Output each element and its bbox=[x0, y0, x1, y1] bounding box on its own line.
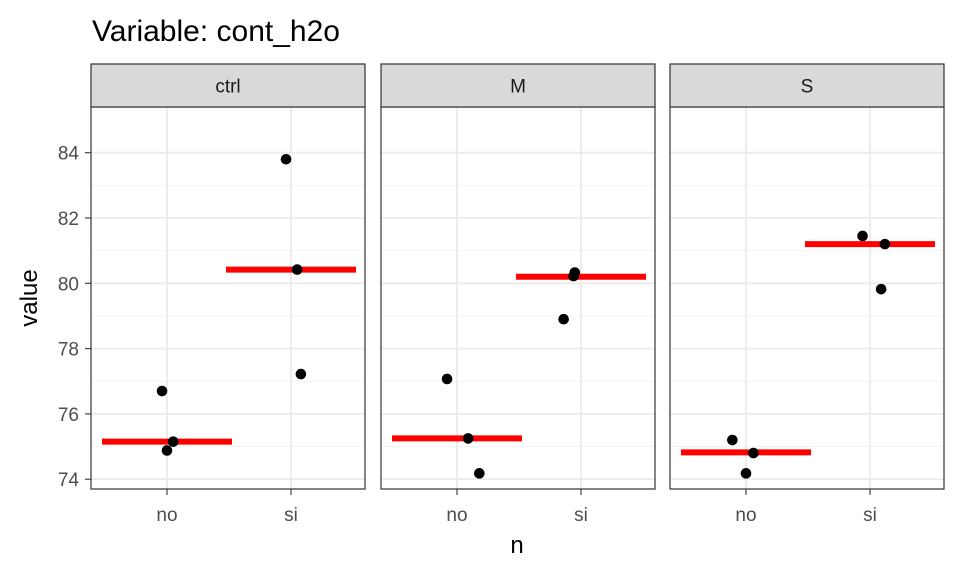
data-point bbox=[156, 385, 168, 397]
x-tick-label: si bbox=[284, 505, 298, 526]
facet-strip bbox=[380, 63, 656, 108]
panel-background bbox=[670, 107, 944, 489]
y-tick-label: 74 bbox=[58, 470, 80, 491]
y-tick-label: 82 bbox=[58, 209, 79, 230]
panel-background bbox=[91, 107, 365, 489]
x-axis-title: n bbox=[510, 532, 523, 559]
y-tick-label: 84 bbox=[58, 144, 80, 165]
facet-strip-label: S bbox=[801, 77, 814, 98]
data-point bbox=[167, 436, 179, 447]
panel-background bbox=[381, 107, 655, 489]
y-tick-label: 80 bbox=[58, 274, 79, 295]
facet-panels: ctrl no si Mno si Sno si bbox=[90, 63, 945, 526]
data-point bbox=[748, 447, 759, 459]
y-tick-label: 76 bbox=[58, 405, 79, 426]
data-point bbox=[291, 264, 303, 275]
x-tick-label: si bbox=[863, 505, 877, 526]
y-axis: 74 76 78 80 82 84 bbox=[58, 144, 91, 491]
data-point bbox=[295, 368, 307, 380]
x-tick-label: no bbox=[735, 505, 756, 526]
facet-panel-ctrl: ctrl no si bbox=[90, 63, 366, 526]
facet-panel-M: Mno si bbox=[380, 63, 656, 526]
data-point bbox=[280, 153, 292, 165]
facet-strip-label: ctrl bbox=[215, 77, 240, 98]
data-point bbox=[727, 434, 738, 446]
facet-strip bbox=[90, 63, 366, 108]
y-tick-label: 78 bbox=[58, 340, 79, 361]
data-point bbox=[569, 267, 581, 278]
x-tick-label: si bbox=[574, 505, 588, 526]
facet-strip-label: M bbox=[510, 77, 526, 98]
data-point bbox=[441, 373, 453, 385]
data-point bbox=[474, 468, 485, 479]
facet-strip bbox=[669, 63, 945, 108]
data-point bbox=[857, 230, 868, 242]
data-point bbox=[875, 283, 887, 295]
facet-panel-S: Sno si bbox=[669, 63, 945, 526]
data-point bbox=[161, 445, 173, 456]
data-point bbox=[740, 468, 752, 479]
x-tick-label: no bbox=[156, 505, 177, 526]
data-point bbox=[879, 238, 891, 250]
data-point bbox=[558, 313, 569, 325]
data-point bbox=[462, 433, 474, 444]
y-axis-title: value bbox=[16, 269, 43, 326]
x-tick-label: no bbox=[446, 505, 467, 526]
chart-title: Variable: cont_h2o bbox=[92, 15, 340, 48]
